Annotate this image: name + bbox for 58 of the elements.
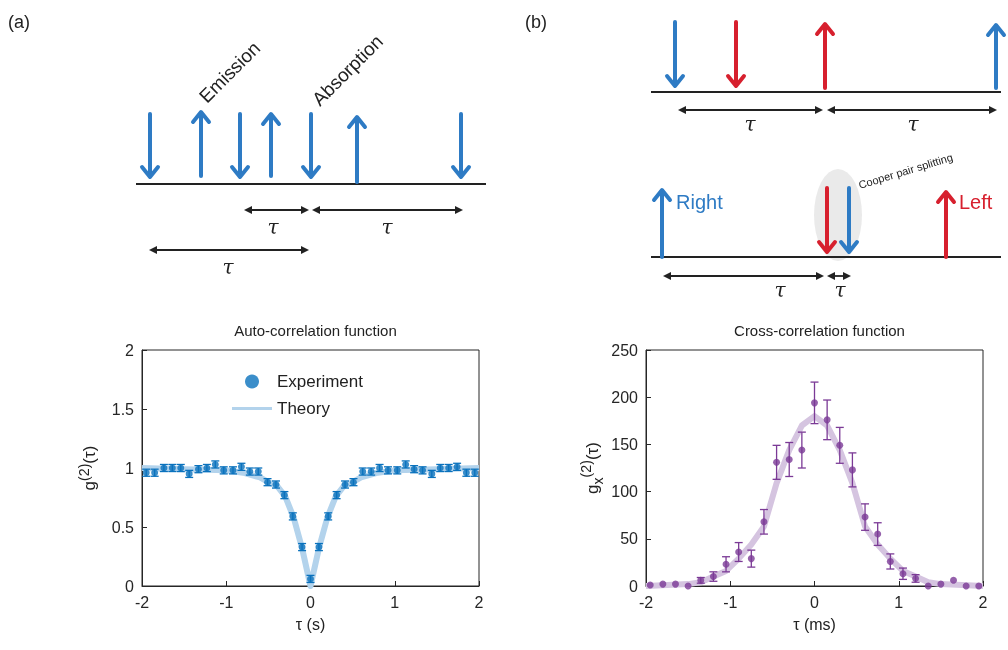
y-tick-label: 50 <box>620 530 639 548</box>
point <box>760 518 768 526</box>
x-tick-label: 0 <box>810 593 820 611</box>
text: τ <box>222 255 235 279</box>
legend-label: Experiment <box>277 372 364 391</box>
text: τ <box>381 215 394 239</box>
chart-title: Auto-correlation function <box>234 322 397 339</box>
text: τ <box>744 112 757 136</box>
x-tick-label: 1 <box>390 593 400 611</box>
x-tick-label: 2 <box>474 593 484 611</box>
point <box>671 580 679 588</box>
y-tick-label: 150 <box>611 435 639 453</box>
y-tick-label: 0 <box>125 577 135 595</box>
y-tick-label: 1.5 <box>111 400 135 418</box>
y-tick-label: 0.5 <box>111 518 135 536</box>
text: Cooper pair splitting <box>857 150 955 191</box>
point <box>811 399 818 407</box>
x-axis-title: τ (ms) <box>793 615 836 633</box>
x-tick-label: -2 <box>134 593 150 611</box>
x-axis-title: τ (s) <box>295 615 326 633</box>
x-tick-label: 2 <box>978 593 988 611</box>
y-tick-label: 1 <box>125 459 135 477</box>
x-tick-label: -1 <box>723 593 738 611</box>
y-tick-label: 100 <box>611 483 639 501</box>
text: (a) <box>8 12 30 32</box>
point <box>798 446 806 454</box>
point <box>785 456 793 463</box>
y-tick-label: 200 <box>611 388 639 406</box>
text: τ <box>907 112 920 136</box>
point <box>735 548 743 556</box>
point <box>937 580 945 588</box>
x-tick-label: -1 <box>219 593 234 611</box>
text: τ <box>774 278 787 302</box>
point <box>874 530 882 538</box>
x-tick-label: -2 <box>638 593 654 611</box>
text: (b) <box>525 12 547 32</box>
x-tick-label: 0 <box>306 593 316 611</box>
point <box>924 582 932 590</box>
point <box>823 416 831 424</box>
text: τ <box>834 278 847 302</box>
point <box>646 581 654 589</box>
point <box>836 441 844 449</box>
y-tick-label: 250 <box>611 341 639 359</box>
x-tick-label: 1 <box>894 593 904 611</box>
point <box>773 458 781 466</box>
point <box>950 576 958 584</box>
legend-label: Theory <box>277 399 331 418</box>
chart-title: Cross-correlation function <box>734 322 905 339</box>
y-tick-label: 2 <box>125 341 135 359</box>
point <box>848 466 856 474</box>
text: Right <box>676 191 724 213</box>
point <box>659 580 667 588</box>
point <box>886 557 894 565</box>
text: τ <box>267 215 280 239</box>
text: Left <box>959 191 993 213</box>
y-tick-label: 0 <box>629 577 639 595</box>
point <box>747 555 755 563</box>
point <box>722 560 730 568</box>
